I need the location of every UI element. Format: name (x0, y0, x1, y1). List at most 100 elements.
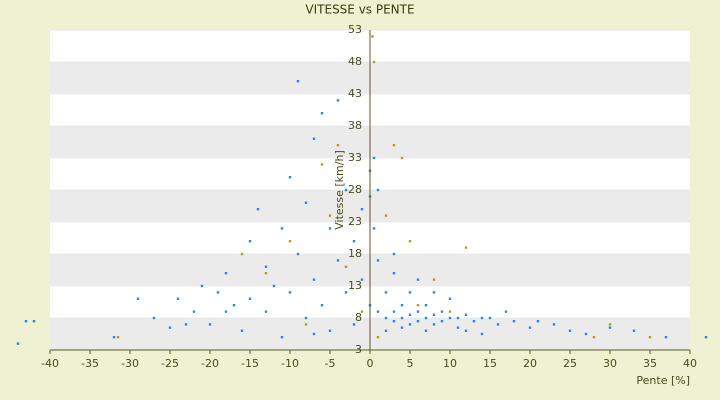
point (216, 291, 220, 294)
point (392, 144, 396, 147)
point (416, 310, 420, 313)
point (408, 323, 412, 326)
point (280, 227, 284, 230)
point (384, 329, 388, 332)
point (360, 278, 364, 281)
point (536, 320, 540, 323)
point (464, 329, 468, 332)
point (408, 291, 412, 294)
point (152, 316, 156, 320)
point (224, 272, 228, 275)
x-tick-label: -25 (161, 357, 179, 370)
point (372, 156, 376, 160)
point (320, 304, 324, 307)
point (400, 316, 404, 320)
x-tick-label: 30 (603, 357, 617, 370)
point (400, 156, 404, 160)
x-tick-label: -30 (121, 357, 139, 370)
point (184, 323, 188, 326)
y-tick-label: 28 (348, 183, 362, 196)
point (200, 284, 204, 288)
x-tick-label: -10 (281, 357, 299, 370)
point (116, 336, 120, 339)
point (376, 310, 380, 313)
point (248, 240, 252, 243)
y-tick-label: 23 (348, 215, 362, 228)
point (328, 227, 332, 230)
point (592, 336, 596, 339)
point (496, 323, 500, 326)
point (568, 329, 572, 332)
point (112, 336, 116, 339)
point (608, 326, 612, 329)
y-tick-label: 38 (348, 119, 362, 132)
point (224, 310, 228, 313)
point (704, 336, 708, 339)
point (408, 240, 412, 243)
point (320, 112, 324, 115)
x-tick-label: 25 (563, 357, 577, 370)
x-tick-label: 40 (683, 357, 697, 370)
x-tick-label: 5 (407, 357, 414, 370)
point (288, 291, 292, 294)
point (416, 278, 420, 281)
x-tick-label: -15 (241, 357, 259, 370)
point (376, 259, 380, 262)
y-tick-label: 13 (348, 279, 362, 292)
point (304, 201, 308, 204)
point (480, 332, 484, 336)
point (584, 332, 588, 336)
point (392, 310, 396, 313)
point (448, 316, 452, 320)
point (240, 329, 244, 332)
point (264, 265, 268, 268)
y-tick-label: 18 (348, 247, 362, 260)
x-tick-label: 15 (483, 357, 497, 370)
y-tick-label: 43 (348, 87, 362, 100)
point (32, 320, 36, 323)
point (344, 291, 348, 294)
point (376, 336, 380, 339)
point (424, 304, 428, 307)
point (256, 208, 260, 211)
point (168, 326, 172, 329)
point (176, 297, 180, 300)
chart-title: VITESSE vs PENTE (305, 3, 414, 17)
y-tick-label: 53 (348, 23, 362, 36)
point (208, 323, 212, 326)
point (664, 336, 668, 339)
point (16, 342, 20, 345)
point (480, 316, 484, 320)
point (192, 310, 196, 313)
point (328, 214, 332, 217)
x-axis-title: Pente [%] (636, 374, 690, 387)
point (432, 323, 436, 326)
point (464, 246, 468, 249)
point (352, 240, 356, 243)
point (264, 272, 268, 275)
point (456, 326, 460, 329)
point (372, 60, 376, 64)
point (312, 278, 316, 281)
point (304, 323, 308, 326)
point (320, 163, 324, 166)
point (432, 278, 436, 281)
point (632, 329, 636, 332)
point (384, 291, 388, 294)
point (424, 316, 428, 320)
point (448, 297, 452, 300)
point (296, 80, 300, 83)
point (384, 214, 388, 217)
point (408, 313, 412, 316)
y-tick-label: 8 (355, 311, 362, 324)
point (400, 304, 404, 307)
point (352, 323, 356, 326)
point (336, 259, 340, 262)
point (456, 316, 460, 320)
point (264, 310, 268, 313)
point (448, 310, 452, 313)
point (432, 313, 436, 316)
point (296, 252, 300, 256)
point (464, 313, 468, 316)
x-tick-label: 35 (643, 357, 657, 370)
